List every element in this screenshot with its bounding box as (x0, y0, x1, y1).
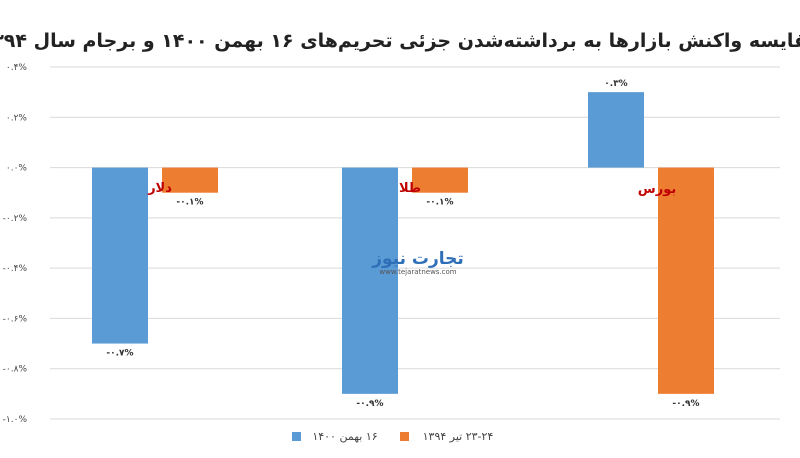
bar (92, 167, 148, 344)
y-tick-label: ۰.۴% (6, 63, 28, 73)
legend-label: ۱۶ بهمن ۱۴۰۰ (312, 430, 377, 443)
y-tick-label: -۱.۰% (3, 415, 28, 425)
watermark-brand: تجارت نیوز (371, 249, 464, 269)
data-label: -۰.۹% (356, 399, 383, 409)
y-axis-ticks: ۰.۴% ۰.۲% ۰.۰% -۰.۲% -۰.۴% -۰.۶% -۰.۸% -۱.۰% (3, 63, 28, 425)
bar (162, 167, 218, 193)
bar (588, 92, 644, 168)
legend: ۱۶ بهمن ۱۴۰۰ ۲۳-۲۴ تیر ۱۳۹۴ (292, 430, 493, 443)
data-label: -۰.۱% (426, 198, 453, 208)
y-tick-label: ۰.۰% (6, 164, 28, 174)
watermark-url: www.tejaratnews.com (379, 268, 456, 276)
data-label: -۰.۷% (106, 349, 133, 359)
legend-label: ۲۳-۲۴ تیر ۱۳۹۴ (423, 430, 494, 443)
y-tick-label: -۰.۸% (3, 365, 28, 375)
bar (342, 167, 398, 394)
data-labels: -۰.۷% -۰.۹% ۰.۳% -۰.۱% -۰.۱% -۰.۹% (106, 79, 699, 409)
bar (412, 167, 468, 193)
y-tick-label: -۰.۲% (3, 214, 28, 224)
category-label: دلار (147, 181, 172, 196)
category-label: طلا (399, 181, 421, 196)
bar (658, 167, 714, 394)
y-tick-label: ۰.۲% (6, 113, 28, 123)
y-tick-label: -۰.۶% (3, 314, 28, 324)
y-tick-label: -۰.۴% (3, 264, 28, 274)
legend-swatch (400, 432, 409, 441)
data-label: ۰.۳% (604, 79, 627, 89)
data-label: -۰.۹% (672, 399, 699, 409)
category-label: بورس (638, 182, 676, 197)
bars (92, 92, 714, 394)
watermark-logo: تجارت نیوز www.tejaratnews.com (371, 249, 464, 276)
data-label: -۰.۱% (176, 198, 203, 208)
category-labels: دلار طلا بورس (147, 181, 676, 197)
chart-title: مقایسه واکنش بازارها به برداشته‌شدن جزئی… (0, 30, 800, 52)
legend-swatch (292, 432, 301, 441)
